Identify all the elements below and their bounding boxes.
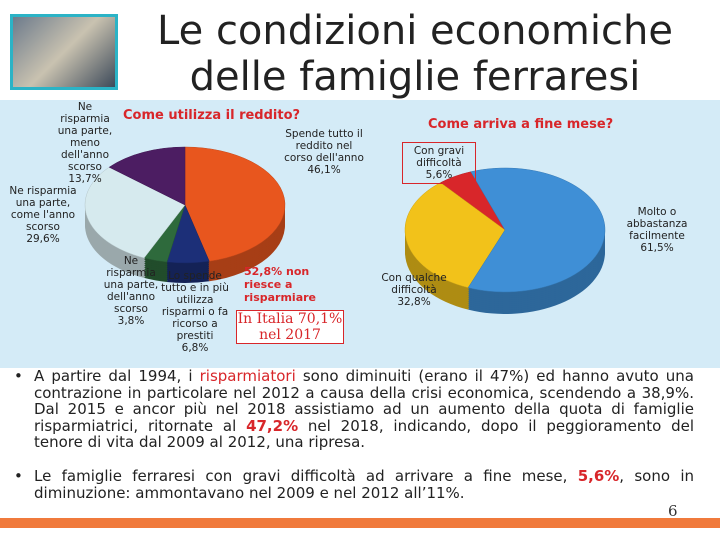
category-label: Lo spende tutto e in più utilizza rispar… — [161, 270, 229, 342]
slice-label: Con qualche difficoltà 32,8% — [378, 272, 450, 308]
page-number: 6 — [668, 502, 678, 520]
slice — [467, 167, 606, 293]
slide-title: Le condizioni economiche delle famiglie … — [120, 8, 710, 100]
title-line: delle famiglie ferraresi — [189, 54, 641, 100]
slice — [404, 182, 506, 288]
slice — [84, 166, 186, 259]
slice — [108, 146, 186, 206]
title-line: Le condizioni economiche — [157, 8, 673, 54]
category-label: Ne risparmia una parte, meno dell'anno s… — [57, 101, 113, 173]
chart-title: Come arriva a fine mese? — [428, 117, 614, 132]
bullet-segment: Le famiglie ferraresi con gravi difficol… — [34, 467, 578, 485]
slice-label: Ne risparmia una parte, dell'anno scorso… — [102, 255, 160, 327]
value-label: 5,6% — [425, 169, 453, 181]
value-label: 61,5% — [640, 242, 674, 254]
slice-label: Ne risparmia una parte, meno dell'anno s… — [52, 101, 118, 185]
category-label: Molto o abbastanza facilmente — [626, 206, 688, 242]
slice-label: Lo spende tutto e in più utilizza rispar… — [158, 270, 232, 354]
slice-label: Ne risparmia una parte, come l'anno scor… — [8, 185, 78, 245]
value-label: 29,6% — [26, 233, 60, 245]
slice-label: Spende tutto il reddito nel corso dell'a… — [283, 128, 365, 176]
bullet-segment: A partire dal 1994, i — [34, 367, 200, 385]
bullet-segment: 5,6% — [577, 467, 620, 485]
bullet: • A partire dal 1994, i risparmiatori son… — [14, 367, 694, 451]
photo — [10, 14, 118, 90]
annotation: 52,8% non riesce a risparmiare — [244, 265, 317, 304]
category-label: Con gravi difficoltà — [413, 145, 465, 169]
category-label: Con qualche difficoltà — [381, 272, 447, 296]
category-label: Ne risparmia una parte, come l'anno scor… — [9, 185, 77, 233]
annotation-box: In Italia 70,1% nel 2017 — [236, 310, 344, 344]
category-label: Spende tutto il reddito nel corso dell'a… — [284, 128, 364, 164]
slice-label: Con gravi difficoltà 5,6% — [402, 142, 476, 184]
value-label: 46,1% — [307, 164, 341, 176]
value-label: 3,8% — [117, 315, 145, 327]
value-label: 13,7% — [68, 173, 102, 185]
value-label: 32,8% — [397, 296, 431, 308]
footer-bar — [0, 518, 720, 528]
bullet-segment: sono diminuiti (erano il 47%) ed hanno a… — [34, 367, 694, 435]
bullet-segment: 47,2% — [246, 416, 299, 435]
slice — [184, 146, 286, 262]
bullet-segment: risparmiatori — [199, 367, 296, 385]
bullet-segment: , sono in diminuzione: ammontavano nel 2… — [34, 467, 694, 502]
value-label: 6,8% — [181, 342, 209, 354]
category-label: Ne risparmia una parte, dell'anno scorso — [103, 255, 159, 315]
bullet-segment: nel 2018, indicando, dopo il peggioramen… — [34, 416, 694, 451]
bullet: • Le famiglie ferraresi con gravi diffico… — [14, 467, 694, 502]
slice-label: Molto o abbastanza facilmente 61,5% — [620, 206, 694, 254]
chart-title: Come utilizza il reddito? — [123, 108, 301, 123]
